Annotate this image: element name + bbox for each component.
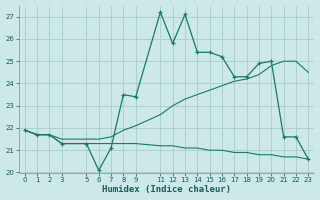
X-axis label: Humidex (Indice chaleur): Humidex (Indice chaleur) — [102, 185, 231, 194]
